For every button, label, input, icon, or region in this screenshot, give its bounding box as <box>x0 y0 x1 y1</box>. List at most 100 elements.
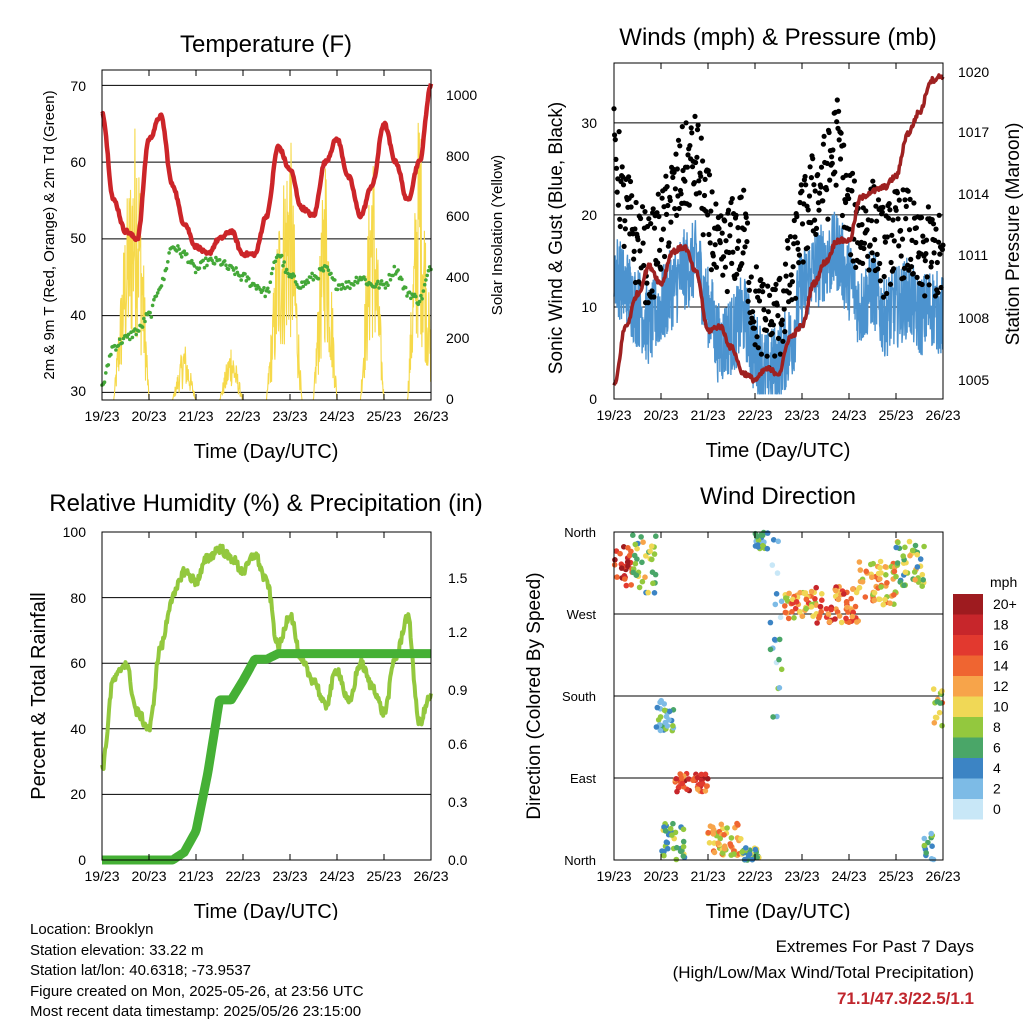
humidity-x-tick-label: 23/23 <box>272 868 307 884</box>
direction-point <box>618 565 625 571</box>
direction-y-label: Direction (Colored By Speed) <box>524 572 545 819</box>
direction-point <box>826 618 833 625</box>
gust-point <box>732 275 738 281</box>
direction-point <box>880 601 887 608</box>
direction-point <box>877 558 884 565</box>
dewpoint-point <box>271 266 275 271</box>
direction-point <box>825 611 832 617</box>
temperature-line <box>100 83 434 259</box>
direction-point <box>782 609 789 616</box>
direction-point <box>776 636 783 643</box>
winds-x-tick-label: 21/23 <box>690 407 725 423</box>
dewpoint-point <box>417 299 422 304</box>
direction-point <box>623 582 630 589</box>
dewpoint-point <box>333 278 337 282</box>
colorbar-swatch <box>953 655 983 676</box>
direction-x-tick-label: 23/23 <box>784 868 819 884</box>
gust-point <box>633 199 639 206</box>
direction-point <box>647 548 653 554</box>
dewpoint-point <box>320 266 325 270</box>
precip-y-tick: 1.2 <box>448 624 468 640</box>
humidity-y-label: Percent & Total Rainfall <box>28 592 50 800</box>
dewpoint-point <box>167 251 171 255</box>
dewpoint-point <box>143 319 147 324</box>
dewpoint-point <box>130 335 135 340</box>
dewpoint-point <box>109 352 113 357</box>
gust-point <box>696 178 702 184</box>
gust-point <box>877 278 884 284</box>
direction-point <box>914 551 920 558</box>
gust-point <box>929 217 935 223</box>
gust-point <box>750 309 756 315</box>
gust-point <box>891 238 897 244</box>
gust-point <box>763 327 770 333</box>
dewpoint-point <box>326 268 331 273</box>
colorbar-label: 0 <box>993 801 1001 817</box>
gust-point <box>846 195 852 202</box>
gust-point <box>689 164 696 170</box>
direction-y-tick: South <box>562 689 596 704</box>
gust-point <box>677 143 683 149</box>
gust-point <box>901 265 908 271</box>
direction-point <box>661 848 667 855</box>
gust-point <box>900 187 906 193</box>
gust-point <box>635 237 641 243</box>
direction-point <box>612 557 618 563</box>
direction-point <box>838 619 845 626</box>
gust-point <box>933 226 939 232</box>
gust-point <box>806 193 813 199</box>
gust-point <box>671 169 677 175</box>
gust-point <box>765 309 772 315</box>
direction-point <box>893 544 899 551</box>
humidity-precip-panel: Relative Humidity (%) & Precipitation (i… <box>28 490 483 920</box>
gust-point <box>937 251 943 257</box>
gust-point <box>718 213 724 219</box>
direction-point <box>902 544 908 551</box>
gust-point <box>612 132 618 138</box>
direction-point <box>919 583 925 589</box>
pressure-y-tick: 1011 <box>958 247 988 263</box>
direction-point <box>882 564 889 570</box>
gust-point <box>794 214 800 220</box>
pressure-y-tick: 1005 <box>958 372 989 388</box>
gust-point <box>903 216 909 222</box>
direction-point <box>907 552 913 559</box>
direction-point <box>791 615 797 621</box>
direction-point <box>776 685 783 691</box>
dewpoint-point <box>136 329 141 333</box>
gust-point <box>869 250 875 256</box>
pressure-y-tick: 1020 <box>958 64 989 80</box>
gust-point <box>895 216 901 222</box>
direction-point <box>857 567 864 573</box>
wind-y-tick: 10 <box>581 299 597 315</box>
gust-point <box>887 207 893 213</box>
gust-point <box>632 226 638 232</box>
gust-point <box>829 160 835 166</box>
gust-point <box>734 271 740 277</box>
dewpoint-point <box>269 271 274 276</box>
gust-point <box>812 188 818 194</box>
direction-point <box>878 584 884 590</box>
direction-x-tick-label: 22/23 <box>737 868 772 884</box>
direction-point <box>776 656 782 663</box>
humidity-x-tick-label: 22/23 <box>225 868 260 884</box>
dewpoint-point <box>174 249 179 253</box>
direction-y-tick: North <box>564 525 596 540</box>
gust-point <box>839 212 846 219</box>
gust-point <box>663 173 669 179</box>
direction-point <box>797 608 803 615</box>
direction-point <box>738 836 744 842</box>
dewpoint-point <box>224 263 228 268</box>
gust-point <box>886 201 892 207</box>
gust-point <box>896 197 902 203</box>
dewpoint-point <box>363 277 368 282</box>
colorbar-swatch <box>953 696 983 717</box>
gust-point <box>756 298 763 304</box>
gust-point <box>815 172 821 178</box>
latlon-text: Station lat/lon: 40.6318; -73.9537 <box>30 962 252 979</box>
gust-point <box>838 130 844 136</box>
dewpoint-point <box>262 286 266 290</box>
gust-point <box>888 259 894 266</box>
solar-y-tick: 600 <box>446 208 470 224</box>
gust-point <box>872 237 878 243</box>
